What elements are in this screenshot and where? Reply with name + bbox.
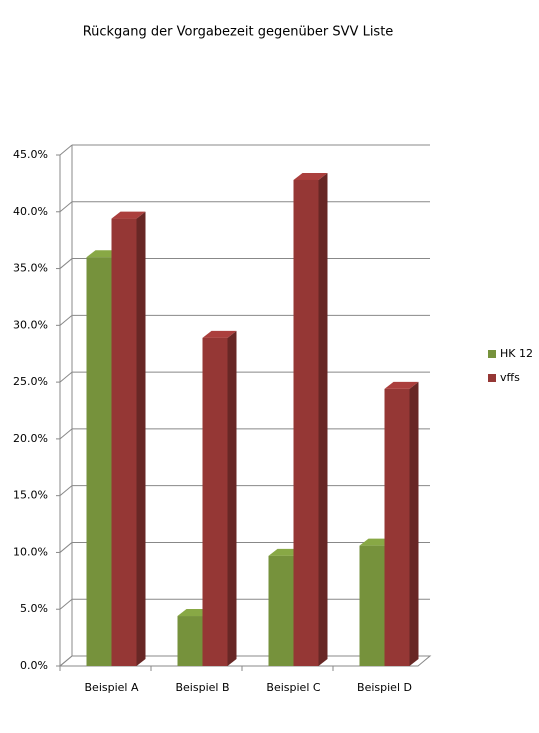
grid-line [59, 201, 73, 213]
legend-swatch [488, 374, 496, 382]
y-tick-label: 20.0% [13, 432, 48, 445]
x-tick-label: Beispiel C [266, 681, 320, 694]
bar [384, 388, 410, 666]
x-tick-label: Beispiel A [85, 681, 139, 694]
x-tick-label: Beispiel D [357, 681, 412, 694]
bar [202, 337, 228, 666]
bar [111, 218, 137, 666]
y-tick-label: 0.0% [20, 659, 48, 672]
bar [268, 555, 294, 666]
x-tick-label: Beispiel B [175, 681, 229, 694]
y-tick-label: 35.0% [13, 262, 48, 275]
bar-top [111, 211, 146, 219]
y-tick-label: 10.0% [13, 545, 48, 558]
legend-label: vffs [500, 371, 520, 384]
grid-line [59, 258, 73, 269]
bar-top [384, 381, 419, 389]
bar-side [318, 172, 328, 666]
grid-line [59, 542, 73, 553]
y-tick-label: 45.0% [13, 148, 48, 161]
bar-side [227, 330, 237, 666]
bar-side [409, 381, 419, 666]
grid-line [59, 655, 73, 667]
grid-line [59, 144, 73, 156]
bar-top [293, 172, 328, 180]
y-tick-label: 40.0% [13, 205, 48, 218]
grid-line [59, 598, 73, 610]
y-tick-label: 30.0% [13, 318, 48, 331]
y-tick-label: 15.0% [13, 489, 48, 502]
grid-line [59, 428, 73, 440]
y-tick-label: 25.0% [13, 375, 48, 388]
y-tick-label: 5.0% [20, 602, 48, 615]
bar [177, 616, 203, 666]
grid-line [59, 314, 73, 326]
bar [293, 179, 319, 666]
grid-line [59, 485, 73, 497]
grid-line [59, 371, 73, 383]
legend-swatch [488, 350, 496, 358]
legend-label: HK 12 [500, 347, 533, 360]
bar [86, 257, 112, 666]
bar [359, 545, 385, 666]
bar-top [202, 330, 237, 338]
bar-side [136, 211, 146, 666]
chart-title: Rückgang der Vorgabezeit gegenüber SVV L… [83, 25, 394, 40]
